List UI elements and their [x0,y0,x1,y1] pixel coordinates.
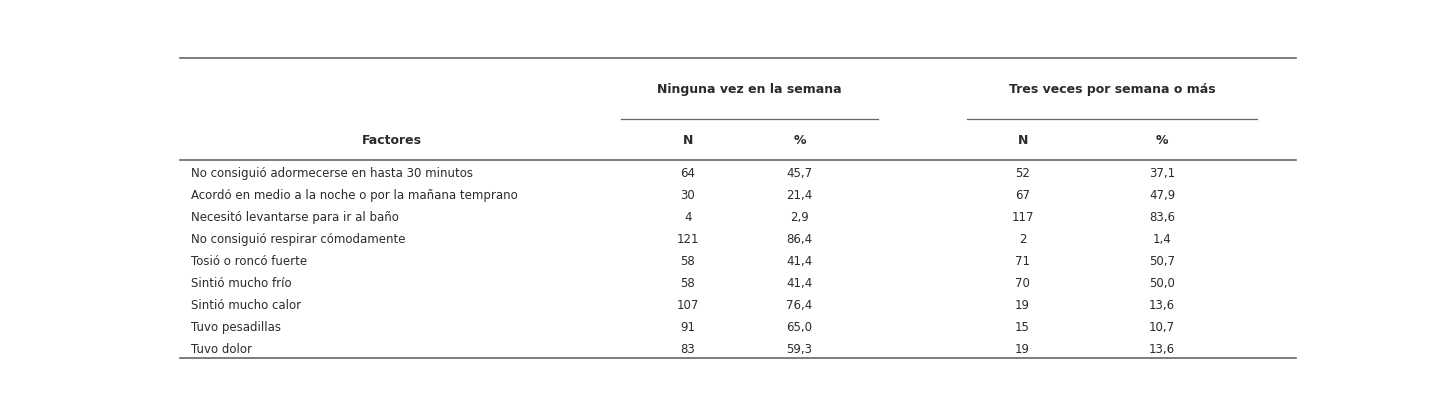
Text: 13,6: 13,6 [1149,298,1175,311]
Text: No consiguió adormecerse en hasta 30 minutos: No consiguió adormecerse en hasta 30 min… [192,166,474,179]
Text: 2,9: 2,9 [791,210,809,223]
Text: %: % [793,134,805,147]
Text: 58: 58 [681,254,696,267]
Text: Tuvo pesadillas: Tuvo pesadillas [192,320,281,333]
Text: No consiguió respirar cómodamente: No consiguió respirar cómodamente [192,232,406,245]
Text: 37,1: 37,1 [1149,166,1175,179]
Text: 50,7: 50,7 [1149,254,1175,267]
Text: 67: 67 [1015,188,1030,201]
Text: Sintió mucho calor: Sintió mucho calor [192,298,301,311]
Text: Tuvo dolor: Tuvo dolor [192,342,252,355]
Text: Tosió o roncó fuerte: Tosió o roncó fuerte [192,254,307,267]
Text: 19: 19 [1015,298,1030,311]
Text: 59,3: 59,3 [786,342,812,355]
Text: 13,6: 13,6 [1149,342,1175,355]
Text: 91: 91 [680,320,696,333]
Text: 65,0: 65,0 [786,320,812,333]
Text: %: % [1156,134,1168,147]
Text: Factores: Factores [361,134,422,147]
Text: 121: 121 [677,232,698,245]
Text: 1,4: 1,4 [1152,232,1172,245]
Text: 71: 71 [1015,254,1030,267]
Text: 45,7: 45,7 [786,166,812,179]
Text: Ninguna vez en la semana: Ninguna vez en la semana [657,83,841,96]
Text: Acordó en medio a la noche o por la mañana temprano: Acordó en medio a la noche o por la maña… [192,188,518,201]
Text: 15: 15 [1015,320,1030,333]
Text: N: N [1018,134,1028,147]
Text: 10,7: 10,7 [1149,320,1175,333]
Text: 41,4: 41,4 [786,276,812,289]
Text: 83: 83 [681,342,696,355]
Text: 86,4: 86,4 [786,232,812,245]
Text: 19: 19 [1015,342,1030,355]
Text: 83,6: 83,6 [1149,210,1175,223]
Text: 21,4: 21,4 [786,188,812,201]
Text: 52: 52 [1015,166,1030,179]
Text: Necesitó levantarse para ir al baño: Necesitó levantarse para ir al baño [192,210,399,223]
Text: N: N [683,134,693,147]
Text: 4: 4 [684,210,691,223]
Text: 2: 2 [1020,232,1027,245]
Text: 107: 107 [677,298,698,311]
Text: 47,9: 47,9 [1149,188,1175,201]
Text: 117: 117 [1011,210,1034,223]
Text: 70: 70 [1015,276,1030,289]
Text: 30: 30 [681,188,696,201]
Text: 64: 64 [680,166,696,179]
Text: Tres veces por semana o más: Tres veces por semana o más [1008,83,1215,96]
Text: Sintió mucho frío: Sintió mucho frío [192,276,292,289]
Text: 41,4: 41,4 [786,254,812,267]
Text: 50,0: 50,0 [1149,276,1175,289]
Text: 76,4: 76,4 [786,298,812,311]
Text: 58: 58 [681,276,696,289]
